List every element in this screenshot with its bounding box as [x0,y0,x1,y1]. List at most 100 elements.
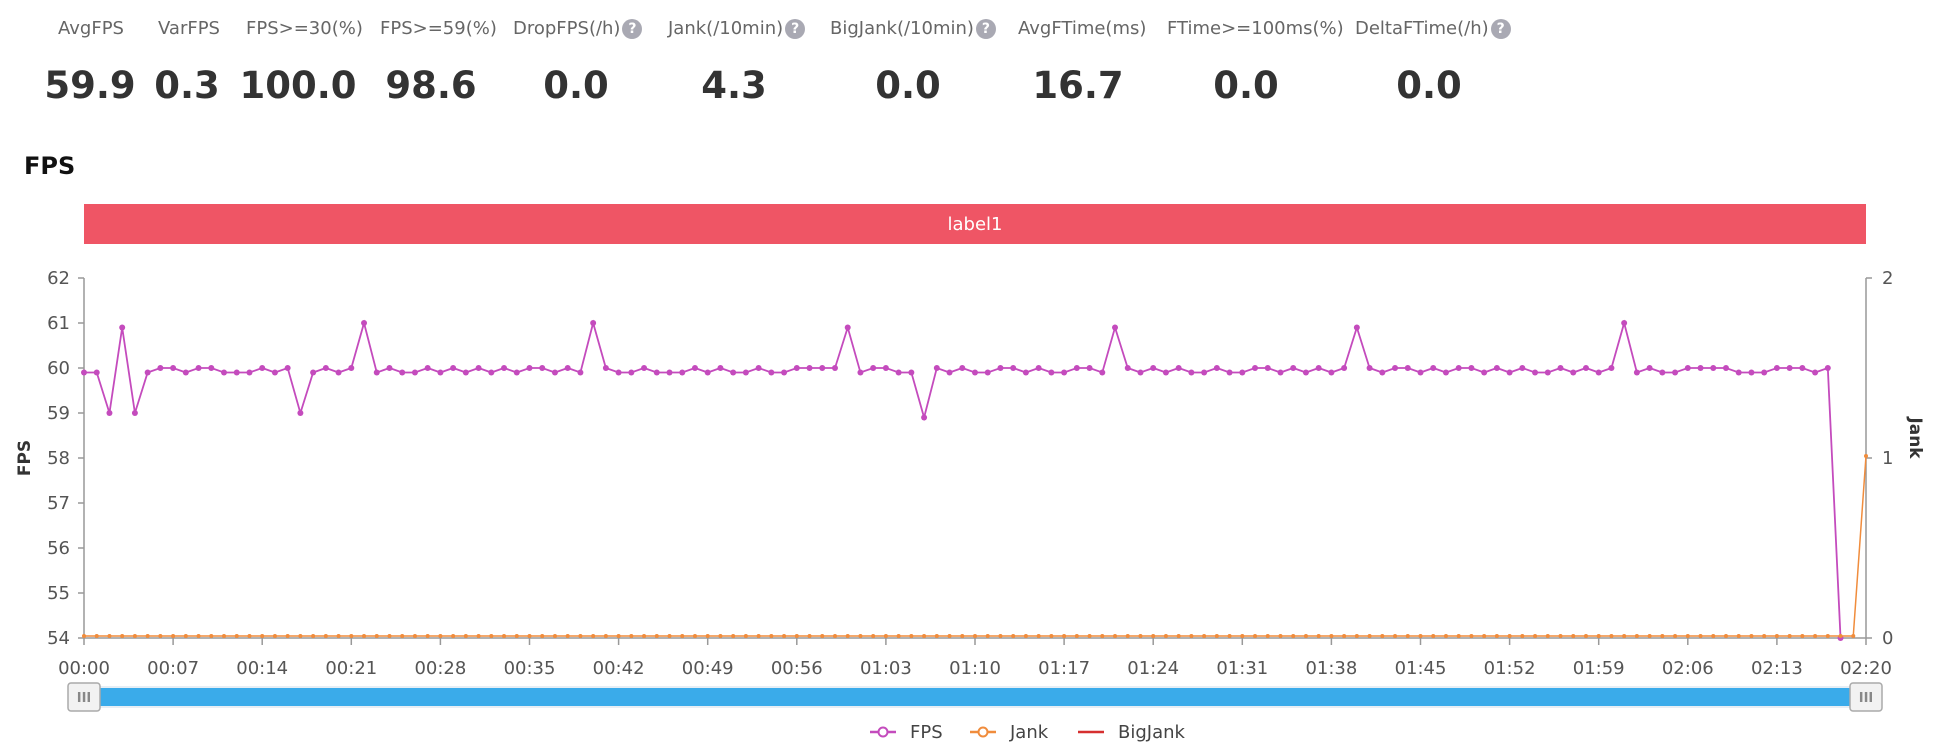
legend-item-bigjank-label[interactable]: BigJank [1118,722,1186,743]
jank-point [1278,634,1283,638]
fps-point [1341,365,1348,371]
help-icon[interactable]: ? [975,19,996,39]
fps-point [93,369,100,376]
jank-point [1800,634,1805,638]
jank-point [1825,634,1830,638]
legend-item-fps-label[interactable]: FPS [910,722,943,743]
jank-point [1469,634,1474,638]
jank-point [1342,634,1347,638]
fps-point [1264,365,1271,371]
help-icon[interactable]: ? [622,19,643,39]
fps-point [170,365,177,371]
jank-point [603,634,608,638]
jank-point [209,634,214,638]
fps-point [1404,365,1411,371]
jank-point [998,634,1003,638]
fps-point [806,365,813,371]
fps-point [1112,324,1119,331]
jank-point [502,634,507,638]
fps-point [373,369,380,376]
jank-point [578,634,583,638]
fps-point [1302,369,1309,376]
jank-point [858,634,863,638]
fps-point [997,365,1004,371]
jank-point [1087,634,1092,638]
help-icon[interactable]: ? [1490,19,1511,39]
jank-point [1163,634,1168,638]
section-title: FPS [24,152,76,180]
fps-point [297,410,304,416]
fps-point [1786,365,1793,371]
jank-point [1100,634,1105,638]
jank-point [1062,634,1067,638]
fps-point [310,369,317,376]
zoom-handle-left[interactable] [67,682,101,712]
fps-point [819,365,826,371]
fps-point [1646,365,1653,371]
fps-point [564,365,571,371]
x-tick-label: 00:35 [504,658,556,679]
jank-point [1367,634,1372,638]
jank-point [731,634,736,638]
jank-point [1545,634,1550,638]
jank-point [311,634,316,638]
metric-label-8: AvgFTime(ms) [1018,18,1146,39]
fps-point [271,369,278,376]
fps-point [450,365,457,371]
jank-point [82,634,86,638]
x-tick-label: 00:21 [325,658,377,679]
zoom-handle-right[interactable] [1849,682,1883,712]
fps-point [1608,365,1615,371]
jank-point [196,634,201,638]
fps-point [1328,369,1335,376]
jank-point [705,634,710,638]
fps-point [1417,369,1424,376]
metric-label-text: FTime>=100ms(%) [1167,18,1344,39]
zoom-slider-range[interactable] [84,688,1866,706]
jank-point [756,634,761,638]
jank-point [1520,634,1525,638]
zoom-handle-grip: III [1859,691,1874,706]
y-tick-label: 57 [47,493,70,514]
fps-point [831,365,838,371]
fps-point [1175,365,1182,371]
fps-point [462,369,469,376]
jank-point [1291,634,1296,638]
fps-point [1035,365,1042,371]
metric-value-9: 0.0 [1213,64,1279,107]
fps-point [1315,365,1322,371]
fps-point [513,369,520,376]
x-tick-label: 01:59 [1573,658,1625,679]
jank-point [1533,634,1538,638]
fps-point [119,324,126,331]
jank-point [1634,634,1639,638]
jank-point [1558,634,1563,638]
fps-point [984,369,991,376]
fps-point [730,369,737,376]
fps-point [131,410,138,416]
jank-point [387,634,392,638]
jank-point [158,634,163,638]
help-icon[interactable]: ? [785,19,806,39]
fps-point [1073,365,1080,371]
fps-point [933,365,940,371]
fps-point [322,365,329,371]
fps-point [691,365,698,371]
jank-point [463,634,468,638]
jank-point [1507,634,1512,638]
jank-point [272,634,277,638]
metric-label-text: FPS>=59(%) [380,18,497,39]
jank-point [1622,634,1627,638]
fps-point [1684,365,1691,371]
fps-point [679,369,686,376]
fps-point [1659,369,1666,376]
jank-point [1011,634,1016,638]
jank-point [1647,634,1652,638]
metric-value-10: 0.0 [1396,64,1462,107]
jank-point [591,634,596,638]
jank-point [476,634,481,638]
legend-item-jank-label[interactable]: Jank [1009,722,1049,743]
fps-point [1824,365,1831,371]
metric-label-10: DeltaFTime(/h)? [1355,18,1511,39]
